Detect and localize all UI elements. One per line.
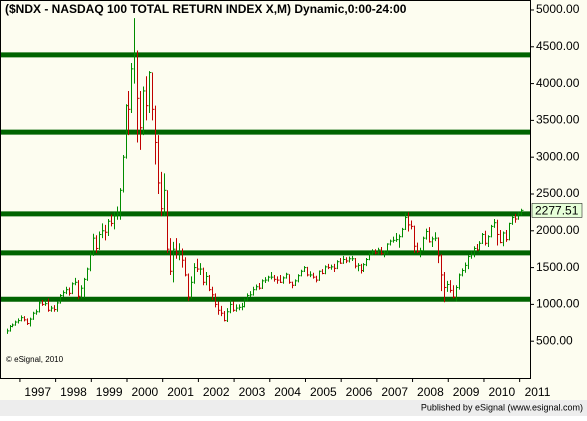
y-tick-label: 3500.00 — [536, 113, 580, 127]
y-tick-label: 4500.00 — [536, 39, 580, 53]
x-tick-label: 2002 — [203, 385, 230, 399]
chart-title: ($NDX - NASDAQ 100 TOTAL RETURN INDEX X,… — [5, 2, 407, 16]
watermark: © eSignal, 2010 — [6, 355, 64, 364]
x-tick-label: 2008 — [417, 385, 444, 399]
last-price-label: 2277.51 — [535, 204, 579, 218]
x-tick-label: 1997 — [24, 385, 51, 399]
x-tick-label: 2001 — [167, 385, 194, 399]
x-tick-label: 2011 — [525, 385, 551, 399]
y-tick-label: 4000.00 — [536, 76, 580, 90]
y-tick-label: 3000.00 — [536, 149, 580, 163]
x-tick-label: 2009 — [453, 385, 480, 399]
y-tick-label: 2000.00 — [536, 223, 580, 237]
x-tick-label: 1998 — [60, 385, 87, 399]
footer-strip — [0, 400, 587, 416]
y-tick-label: 1000.00 — [536, 297, 580, 311]
x-tick-label: 2003 — [239, 385, 266, 399]
x-tick-label: 2000 — [131, 385, 158, 399]
x-tick-label: 2004 — [274, 385, 301, 399]
x-tick-label: 2005 — [310, 385, 337, 399]
footer: Published by eSignal (www.esignal.com) — [421, 402, 583, 412]
plot-frame — [0, 0, 531, 379]
y-tick-label: 5000.00 — [536, 2, 580, 16]
last-price-box — [531, 203, 583, 218]
x-tick-label: 2010 — [488, 385, 515, 399]
x-tick-label: 2006 — [346, 385, 373, 399]
x-tick-label: 2007 — [381, 385, 408, 399]
y-tick-label: 500.00 — [536, 333, 573, 347]
y-tick-label: 1500.00 — [536, 260, 580, 274]
x-tick-label: 1999 — [96, 385, 123, 399]
y-tick-label: 2500.00 — [536, 186, 580, 200]
